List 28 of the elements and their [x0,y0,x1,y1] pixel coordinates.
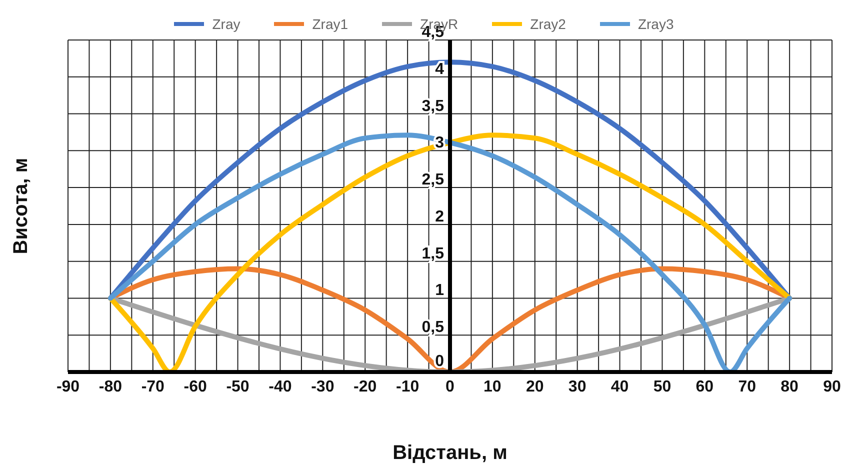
y-tick-label: 2 [435,208,444,226]
x-tick-label: -10 [396,378,420,396]
x-tick-label: 20 [526,378,544,396]
legend-label: Zray [212,16,240,32]
legend-label: Zray1 [312,16,348,32]
x-tick-label: -70 [141,378,165,396]
x-axis-title: Відстань, м [392,442,508,464]
x-tick-label: -30 [311,378,334,396]
x-tick-label: -20 [354,378,377,396]
x-tick-label: 10 [484,378,502,396]
legend-label: Zray2 [530,16,566,32]
x-tick-label: 70 [738,378,756,396]
x-tick-label: 40 [610,378,629,396]
y-tick-label: 4 [435,60,444,78]
x-tick-label: 60 [696,378,714,396]
x-tick-label: 90 [823,378,841,396]
x-tick-label: -60 [184,378,207,396]
y-axis-title: Висота, м [10,158,32,254]
x-tick-label: 50 [653,378,672,396]
x-tick-label: -50 [226,378,250,396]
x-tick-label: 30 [568,378,586,396]
x-tick-label: 80 [780,378,799,396]
y-tick-label: 0 [435,353,444,370]
x-tick-label: -40 [268,378,292,396]
x-tick-label: -80 [98,378,122,396]
legend-label: Zray3 [638,16,674,32]
y-tick-label: 1 [435,282,444,300]
x-tick-label: -90 [56,378,80,396]
